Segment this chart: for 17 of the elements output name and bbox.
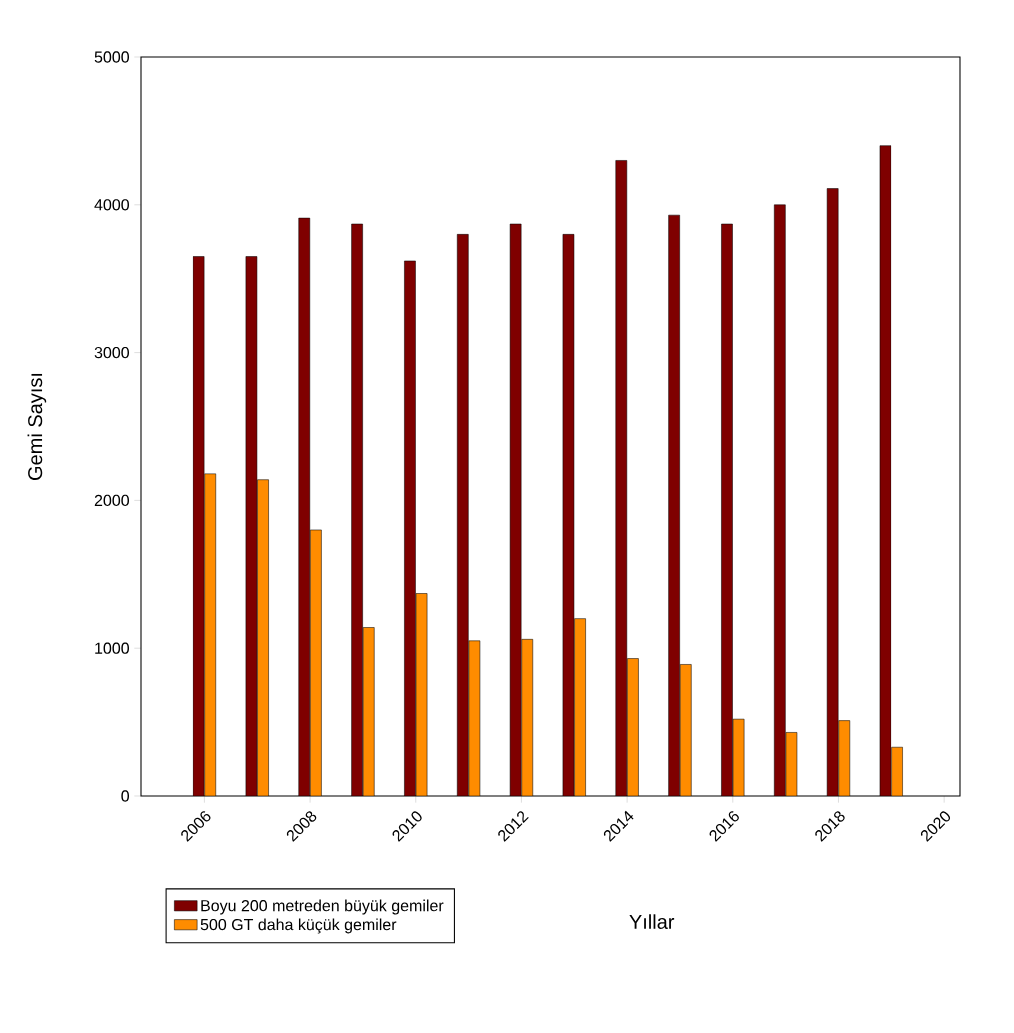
bar — [310, 529, 322, 796]
bar — [204, 473, 217, 796]
bar — [521, 639, 534, 796]
y-axis-title: Gemi Sayısı — [27, 373, 47, 480]
y-tick-label: 2000 — [94, 494, 130, 507]
legend-label: 500 GT daha küçük gemiler — [200, 918, 397, 934]
x-axis-title: Yıllar — [629, 914, 675, 929]
bar — [362, 627, 375, 796]
y-tick-label: 4000 — [94, 199, 130, 211]
y-tick-label: 1000 — [95, 642, 130, 654]
legend-label: Boyu 200 metreden büyük gemiler — [201, 899, 444, 915]
y-tick-label: 5000 — [94, 51, 130, 63]
bar — [627, 658, 639, 796]
y-tick-label: 0 — [121, 790, 130, 802]
y-tick-label: 3000 — [94, 346, 130, 359]
bar — [574, 618, 586, 796]
bar — [257, 479, 269, 796]
